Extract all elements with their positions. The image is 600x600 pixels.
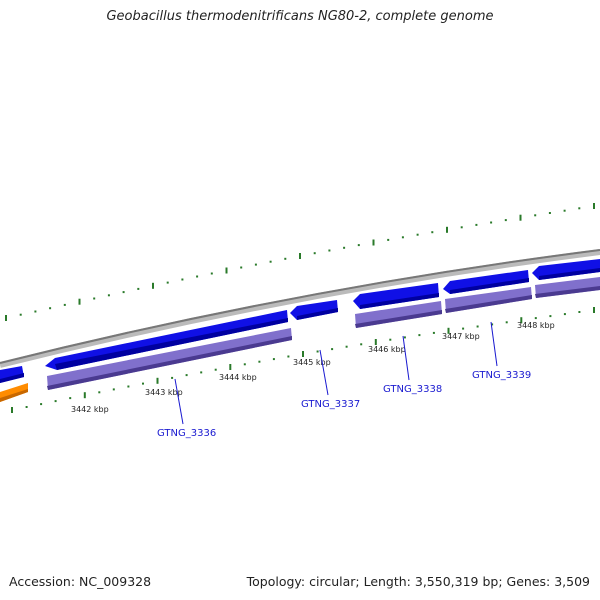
genome-summary-text: Topology: circular; Length: 3,550,319 bp… xyxy=(246,574,590,589)
gene-label-gtng-3337[interactable]: GTNG_3337 xyxy=(301,399,360,410)
tick-label-3445: 3445 kbp xyxy=(293,358,331,367)
accession-text: Accession: NC_009328 xyxy=(9,574,152,589)
gene-label-gtng-3339[interactable]: GTNG_3339 xyxy=(472,370,531,381)
tick-label-3442: 3442 kbp xyxy=(71,405,109,414)
gene-arrow-gtng-3337[interactable] xyxy=(290,300,338,320)
gene-label-line-3339 xyxy=(490,321,498,367)
outer-tick-ring xyxy=(5,203,595,321)
inner-tick-ring xyxy=(11,307,595,413)
genome-backbone xyxy=(0,249,600,368)
gene-label-line-3337 xyxy=(319,349,329,396)
map-title: Geobacillus thermodenitrificans NG80-2, … xyxy=(106,9,494,24)
gene-label-gtng-3336[interactable]: GTNG_3336 xyxy=(157,428,216,439)
tick-label-3447: 3447 kbp xyxy=(442,332,480,341)
tick-label-3446: 3446 kbp xyxy=(368,345,406,354)
gene-label-gtng-3338[interactable]: GTNG_3338 xyxy=(383,384,442,395)
gene-label-line-3338 xyxy=(402,335,410,381)
gene-label-line-3336 xyxy=(174,378,184,425)
tick-label-3444: 3444 kbp xyxy=(219,373,257,382)
gene-arrow-gtng-3338[interactable] xyxy=(353,283,439,309)
tick-label-3448: 3448 kbp xyxy=(517,321,555,330)
tick-label-3443: 3443 kbp xyxy=(145,388,183,397)
